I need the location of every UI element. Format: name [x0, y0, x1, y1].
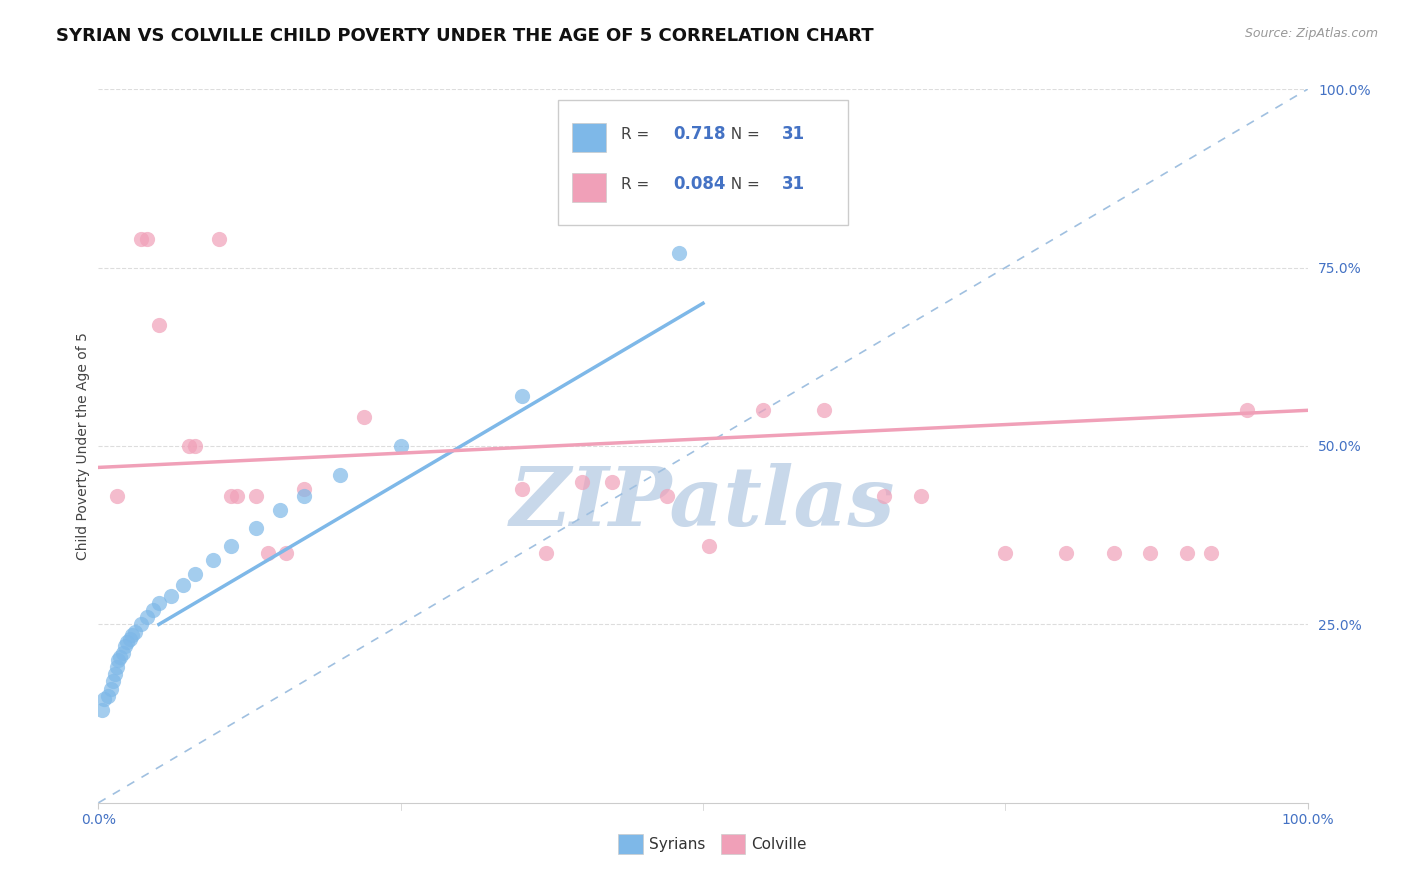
Text: N =: N = — [721, 177, 765, 192]
Point — [129, 617, 152, 632]
Point — [655, 489, 678, 503]
FancyBboxPatch shape — [721, 834, 745, 855]
Point — [221, 539, 243, 553]
Point — [202, 553, 225, 567]
Point — [1199, 546, 1222, 560]
Point — [813, 403, 835, 417]
Text: Syrians: Syrians — [648, 837, 704, 852]
Point — [104, 667, 127, 681]
FancyBboxPatch shape — [619, 834, 643, 855]
Point — [208, 232, 231, 246]
Point — [873, 489, 896, 503]
Point — [148, 596, 170, 610]
Text: R =: R = — [621, 177, 654, 192]
Point — [135, 610, 157, 624]
Point — [105, 489, 128, 503]
Point — [148, 318, 170, 332]
Text: 31: 31 — [782, 125, 804, 143]
Point — [353, 410, 375, 425]
Point — [697, 539, 720, 553]
Point — [111, 646, 134, 660]
Point — [292, 482, 315, 496]
Point — [510, 389, 533, 403]
Point — [179, 439, 201, 453]
Point — [994, 546, 1017, 560]
Point — [105, 660, 128, 674]
Point — [97, 689, 120, 703]
Point — [142, 603, 165, 617]
Point — [292, 489, 315, 503]
Point — [101, 674, 124, 689]
Y-axis label: Child Poverty Under the Age of 5: Child Poverty Under the Age of 5 — [76, 332, 90, 560]
Point — [1236, 403, 1258, 417]
Point — [129, 232, 152, 246]
Text: N =: N = — [721, 127, 765, 142]
Point — [124, 624, 146, 639]
Point — [245, 521, 267, 535]
Point — [245, 489, 267, 503]
Text: 0.084: 0.084 — [672, 175, 725, 193]
Point — [910, 489, 932, 503]
Point — [184, 439, 207, 453]
FancyBboxPatch shape — [572, 123, 606, 152]
Point — [752, 403, 775, 417]
Point — [571, 475, 593, 489]
Point — [121, 628, 143, 642]
Text: ZIPatlas: ZIPatlas — [510, 463, 896, 543]
Point — [114, 639, 136, 653]
Point — [510, 482, 533, 496]
Point — [118, 632, 141, 646]
Point — [274, 546, 297, 560]
Point — [100, 681, 122, 696]
Point — [602, 475, 624, 489]
Point — [1102, 546, 1125, 560]
FancyBboxPatch shape — [558, 100, 848, 225]
Point — [135, 232, 157, 246]
Point — [184, 567, 207, 582]
Text: Colville: Colville — [751, 837, 807, 852]
Point — [329, 467, 352, 482]
FancyBboxPatch shape — [572, 173, 606, 202]
Point — [107, 653, 129, 667]
Point — [1139, 546, 1161, 560]
Point — [1054, 546, 1077, 560]
Text: 0.718: 0.718 — [672, 125, 725, 143]
Point — [117, 635, 139, 649]
Point — [668, 246, 690, 260]
Point — [172, 578, 194, 592]
Point — [226, 489, 249, 503]
Point — [389, 439, 412, 453]
Text: Source: ZipAtlas.com: Source: ZipAtlas.com — [1244, 27, 1378, 40]
Point — [221, 489, 243, 503]
Point — [534, 546, 557, 560]
Text: R =: R = — [621, 127, 654, 142]
Point — [108, 649, 131, 664]
Point — [160, 589, 183, 603]
Point — [1175, 546, 1198, 560]
Text: SYRIAN VS COLVILLE CHILD POVERTY UNDER THE AGE OF 5 CORRELATION CHART: SYRIAN VS COLVILLE CHILD POVERTY UNDER T… — [56, 27, 875, 45]
Point — [93, 692, 115, 706]
Point — [256, 546, 278, 560]
Point — [91, 703, 114, 717]
Point — [269, 503, 291, 517]
Text: 31: 31 — [782, 175, 804, 193]
